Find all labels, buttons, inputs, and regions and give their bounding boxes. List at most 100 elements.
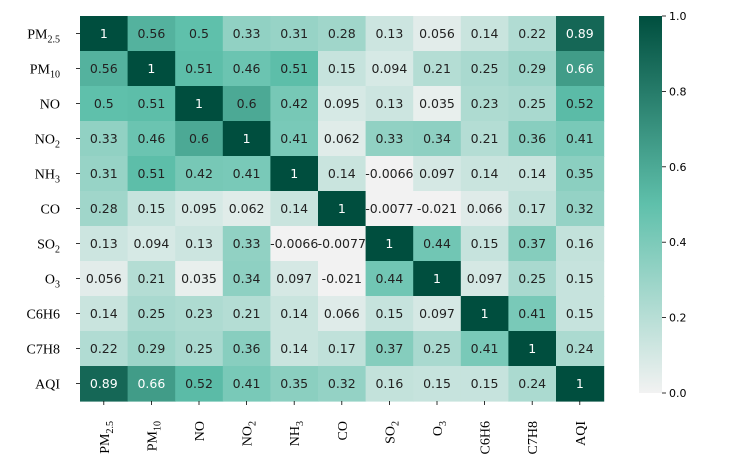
heatmap-cell [222,366,271,402]
heatmap-cell [318,366,367,402]
cell-value: 0.14 [471,26,499,41]
heatmap-cell [365,51,414,87]
heatmap-cell [270,296,319,332]
cell-value: 0.15 [471,236,499,251]
row-label-aqi: AQI [35,378,60,393]
cell-value: 0.22 [90,341,118,356]
cell-value: 1 [528,341,536,356]
cell-value: 0.24 [518,376,546,391]
column-label-co: CO [336,421,351,440]
column-label-aqi: AQI [574,421,589,446]
cell-value: 0.094 [372,61,408,76]
cell-value: 0.41 [280,131,308,146]
heatmap-cell [127,331,176,367]
cell-value: 0.51 [185,61,213,76]
colorbar-tick-label: 0.8 [669,85,687,98]
heatmap-cell [270,366,319,402]
cell-value: 0.41 [518,306,546,321]
heatmap-cell [460,16,509,52]
heatmap-cell [175,51,224,87]
heatmap-cell [460,226,509,262]
cell-value: 0.056 [86,271,122,286]
cell-value: 1 [243,131,251,146]
row-label-pm2-5: PM2.5 [27,28,60,46]
cell-value: 0.062 [324,131,360,146]
heatmap-cell [318,16,367,52]
cell-value: 0.44 [375,271,403,286]
heatmap-cell [80,86,129,122]
cell-value: 0.37 [518,236,546,251]
heatmap-cell [175,156,224,192]
column-label-nh3: NH3 [288,421,306,446]
heatmap-cell [222,16,271,52]
heatmap-cell [222,331,271,367]
row-labels: PM2.5 PM10 NO NO2 NH3 CO SO2 O3 C6H6 C7H8 AQI [27,28,80,393]
column-label-no2: NO2 [241,421,259,446]
cell-value: 0.36 [233,341,261,356]
heatmap-cell [175,16,224,52]
heatmap-cell [127,261,176,297]
heatmap-cell [460,296,509,332]
cell-value: -0.0077 [318,236,366,251]
heatmap-cell [365,16,414,52]
heatmap-cell [413,121,462,157]
cell-value: 0.15 [566,306,594,321]
heatmap-cell [80,191,129,227]
cell-value: 0.6 [237,96,257,111]
cell-value: 0.14 [280,341,308,356]
cell-value: 0.51 [137,96,165,111]
column-label-c6h6: C6H6 [479,421,494,454]
cell-value: 0.34 [233,271,261,286]
cell-value: 0.28 [90,201,118,216]
heatmap-cell [365,191,414,227]
cell-value: 0.25 [137,306,165,321]
cell-value: 0.51 [137,166,165,181]
heatmap-cell [508,121,557,157]
cell-value: 0.094 [134,236,170,251]
heatmap-cell [413,296,462,332]
heatmap-cell [508,261,557,297]
cell-value: -0.021 [322,271,362,286]
heatmap-cell [270,16,319,52]
cell-value: 0.15 [471,376,499,391]
heatmap-cell [80,121,129,157]
cell-value: 0.17 [518,201,546,216]
heatmap-cell [270,226,319,262]
cell-value: 0.66 [137,376,165,391]
heatmap-cell [175,191,224,227]
cell-value: 0.16 [566,236,594,251]
cell-value: 0.31 [90,166,118,181]
column-labels: PM2.5 PM10 NO NO2 NH3 CO SO2 O3 C6H6 C7H8 AQI [98,401,589,454]
heatmap-cell [222,51,271,87]
cell-value: 0.15 [328,61,356,76]
heatmap-cell [127,226,176,262]
cell-value: 0.13 [185,236,213,251]
cell-value: 0.56 [137,26,165,41]
cell-value: 0.097 [419,306,455,321]
cell-value: 0.095 [324,96,360,111]
heatmap-cell [413,226,462,262]
heatmap-cell [556,261,605,297]
row-label-no2: NO2 [35,133,60,151]
heatmap-cell [222,191,271,227]
heatmap-cell [175,261,224,297]
heatmap-cell [365,226,414,262]
heatmap-cell [270,191,319,227]
cell-value: 0.14 [280,201,308,216]
cell-value: 0.066 [324,306,360,321]
heatmap-cell [413,366,462,402]
heatmap-cell [460,191,509,227]
cell-value: -0.0066 [365,166,413,181]
cell-value: 0.14 [328,166,356,181]
cell-value: 0.36 [518,131,546,146]
cell-value: 0.22 [518,26,546,41]
cell-value: 0.6 [189,131,209,146]
cell-value: 0.46 [233,61,261,76]
row-label-nh3: NH3 [35,168,60,186]
heatmap-cell [413,191,462,227]
cell-value: 0.15 [375,306,403,321]
cell-value: 0.062 [229,201,265,216]
cell-value: 1 [481,306,489,321]
cell-value: 0.13 [375,26,403,41]
heatmap-cell [175,86,224,122]
